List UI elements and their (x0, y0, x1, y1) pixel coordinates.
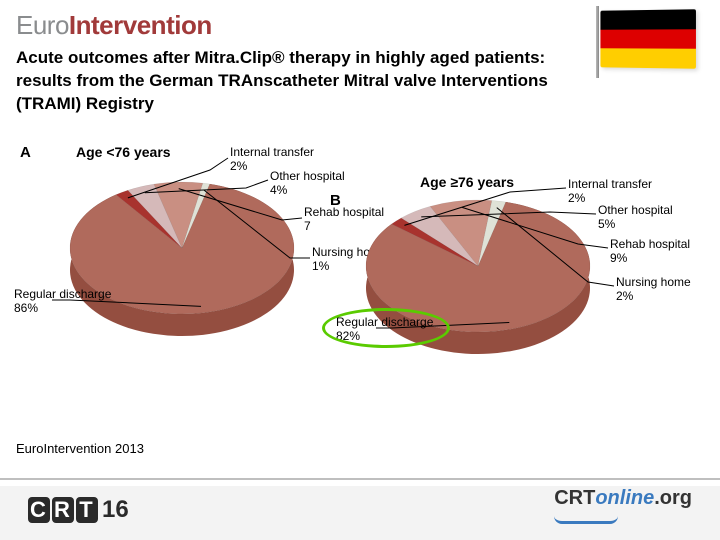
crtonline-online: online (595, 487, 654, 509)
panel-letter-a: A (20, 144, 31, 161)
slice-label: Regular discharge86% (14, 288, 111, 316)
slice-label: Internal transfer2% (568, 178, 652, 206)
flag-cloth (600, 9, 696, 68)
crt-letter-r: R (52, 497, 74, 523)
logo-prefix: Euro (16, 10, 69, 40)
panel-subtitle-a: Age <76 years (76, 144, 171, 160)
crt-year: 16 (102, 496, 129, 524)
panel-letter-b: B (330, 192, 341, 209)
german-flag-icon (596, 6, 706, 78)
crt-letter-t: T (76, 497, 98, 523)
slice-label: Rehab hospital9% (610, 238, 690, 266)
panel-subtitle-b: Age ≥76 years (420, 174, 514, 190)
slice-label: Nursing home2% (616, 276, 691, 304)
crt-logo: C R T 16 (28, 496, 129, 524)
logo-bold: Intervention (69, 10, 212, 40)
highlight-ring (322, 308, 450, 348)
citation-text: EuroIntervention 2013 (16, 441, 144, 456)
crtonline-prefix: CRT (554, 487, 595, 509)
slide-footer: C R T 16 CRTonline.org (0, 478, 720, 540)
charts-region: A Age <76 years Regular discharge86% Inte… (0, 140, 720, 420)
swoosh-icon (554, 516, 618, 524)
crtonline-logo: CRTonline.org (554, 487, 692, 533)
slide-title: Acute outcomes after Mitra.Clip® therapy… (16, 47, 576, 116)
crtonline-suffix: .org (654, 487, 692, 509)
flag-pole (596, 6, 599, 78)
pie-chart-b: B Age ≥76 years Regular discharge82%Inte… (360, 158, 710, 418)
crt-letter-c: C (28, 497, 50, 523)
pie-chart-a: A Age <76 years Regular discharge86%Inte… (10, 140, 360, 400)
slice-label: Other hospital5% (598, 204, 673, 232)
